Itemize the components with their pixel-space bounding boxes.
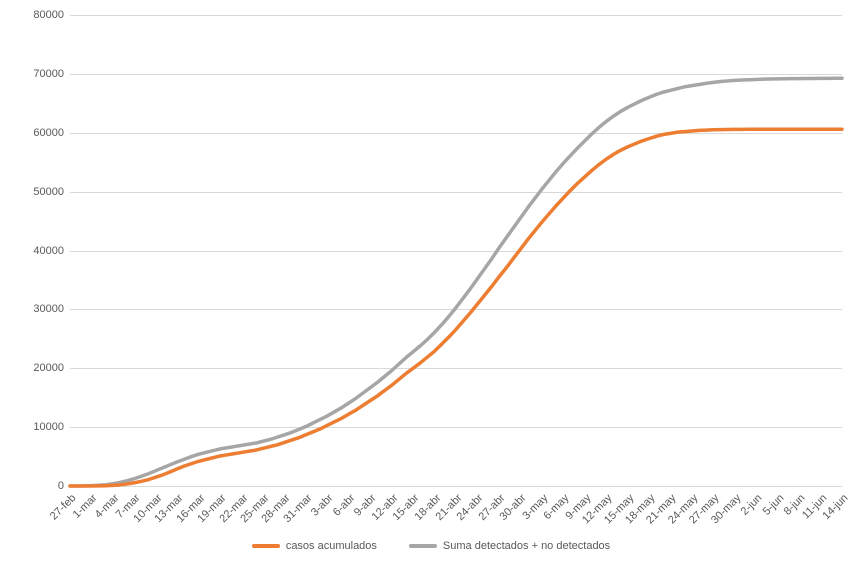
y-tick-label: 20000 xyxy=(33,362,70,374)
x-tick-label: 5-jun xyxy=(760,492,786,518)
y-tick-label: 40000 xyxy=(33,245,70,257)
legend-label: Suma detectados + no detectados xyxy=(443,540,610,552)
x-tick-label: 1-mar xyxy=(71,492,100,521)
y-tick-label: 10000 xyxy=(33,421,70,433)
x-axis-line xyxy=(70,486,842,487)
legend-item: Suma detectados + no detectados xyxy=(409,540,610,552)
y-tick-label: 80000 xyxy=(33,9,70,21)
y-tick-label: 70000 xyxy=(33,68,70,80)
cumulative-cases-line-chart: 0 10000 20000 30000 40000 50000 60000 70000 8000… xyxy=(0,0,862,566)
legend: casos acumulados Suma detectados + no det… xyxy=(0,539,862,552)
y-tick-label: 0 xyxy=(58,480,70,492)
plot-area: 0100002000030000400005000060000700008000… xyxy=(70,15,842,486)
legend-label: casos acumulados xyxy=(286,540,377,552)
x-tick-label: 6-abr xyxy=(331,492,358,519)
legend-swatch xyxy=(409,544,437,548)
series-line xyxy=(70,78,842,486)
x-tick-label: 2-jun xyxy=(739,492,765,518)
legend-swatch xyxy=(252,544,280,548)
y-tick-label: 30000 xyxy=(33,303,70,315)
y-tick-label: 50000 xyxy=(33,186,70,198)
series-svg xyxy=(70,15,842,486)
x-tick-label: 3-abr xyxy=(309,492,336,519)
y-tick-label: 60000 xyxy=(33,127,70,139)
legend-item: casos acumulados xyxy=(252,540,377,552)
